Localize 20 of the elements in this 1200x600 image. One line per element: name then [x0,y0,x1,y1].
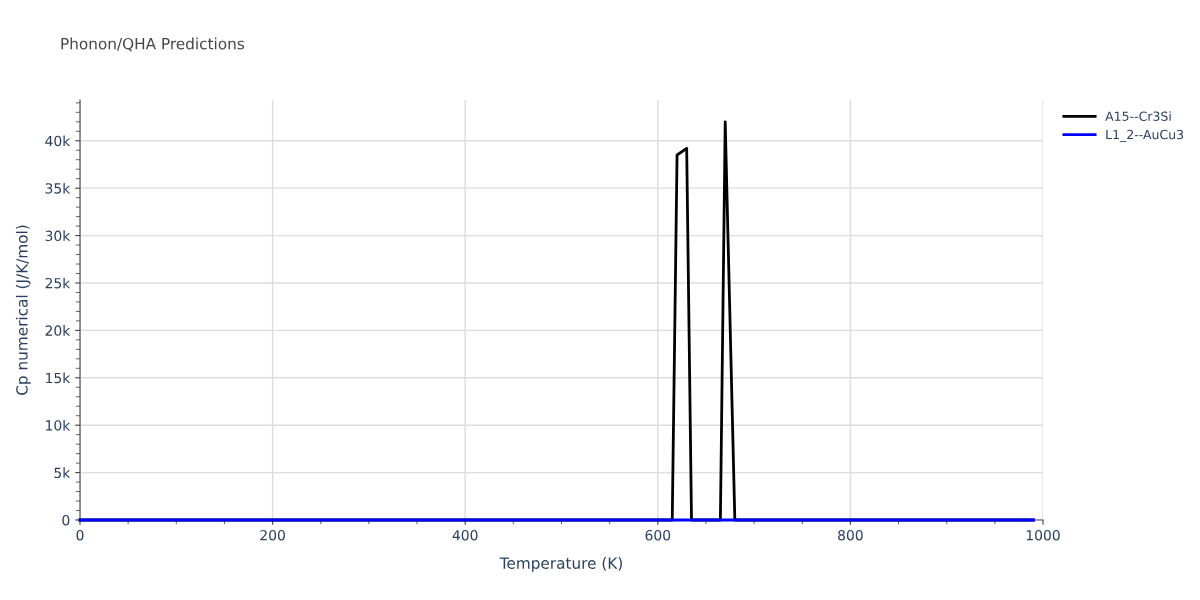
y-tick-label: 30k [45,230,71,242]
x-tick-label: 0 [76,529,84,541]
y-axis-title: Cp numerical (J/K/mol) [15,225,31,395]
y-tick-label: 15k [46,372,71,384]
y-tick-label: 10k [46,419,71,431]
y-tick-label: 5k [54,467,71,479]
x-tick-label: 800 [838,529,863,541]
x-tick-label: 600 [645,529,671,541]
y-tick-label: 35k [45,182,71,194]
legend-label: A15--Cr3Si [1105,111,1171,121]
chart-title: Phonon/QHA Predictions [61,37,245,52]
legend-label: L1_2--AuCu3 [1106,129,1184,143]
x-tick-label: 200 [260,529,285,541]
y-tick-label: 20k [45,325,71,336]
x-axis-title: Temperature (K) [499,557,622,572]
x-tick-label: 1000 [1026,529,1060,541]
y-tick-label: 0 [62,514,70,526]
y-tick-label: 25k [45,277,71,289]
y-tick-label: 40k [45,135,71,147]
x-tick-label: 400 [452,529,478,541]
